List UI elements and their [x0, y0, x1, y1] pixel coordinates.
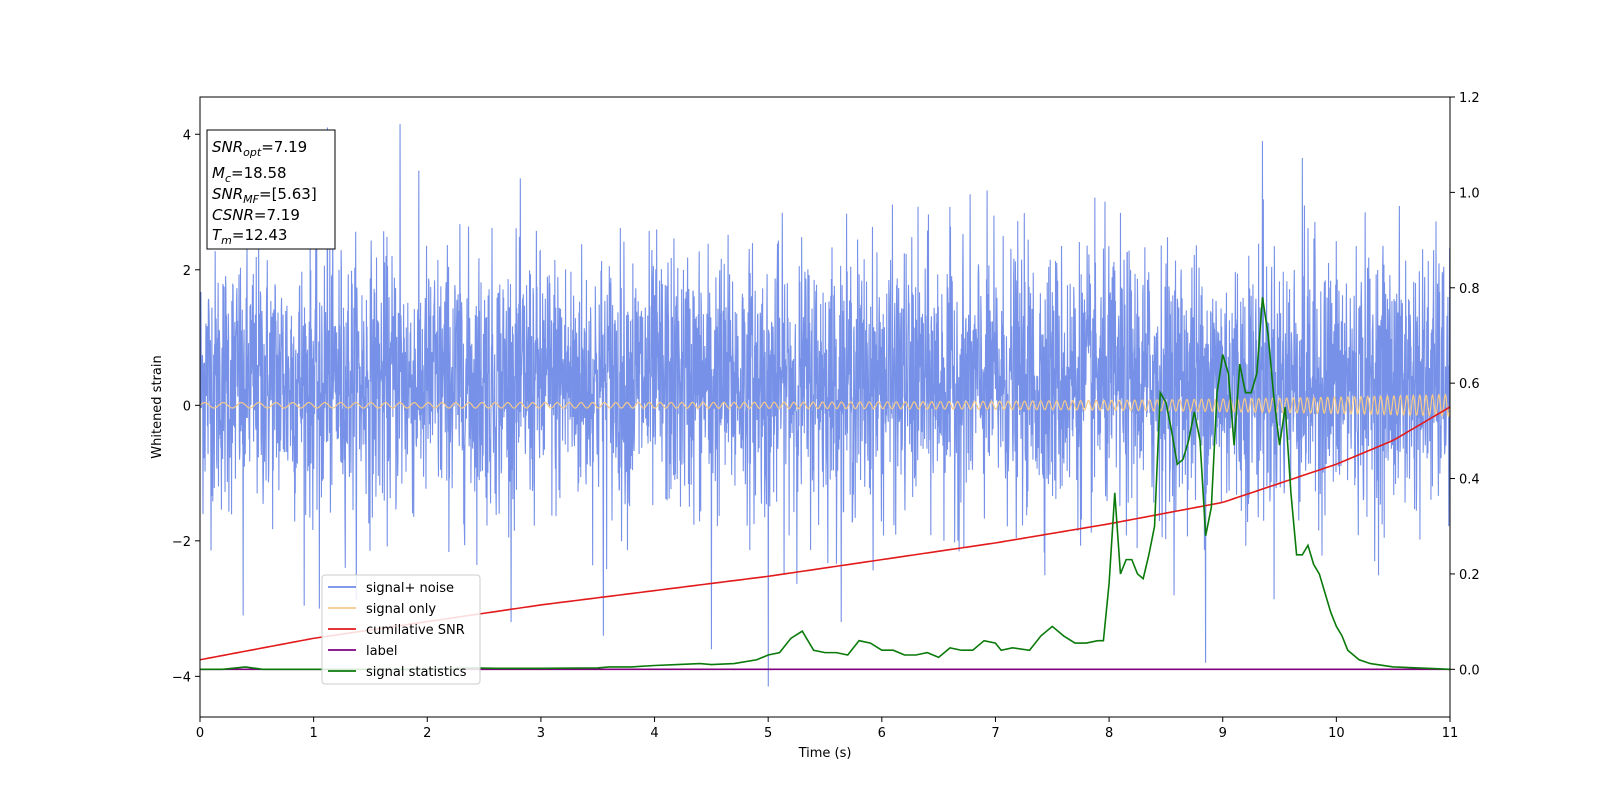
x-tick-label: 5 — [764, 726, 772, 741]
y-tick-label: 2 — [183, 264, 191, 279]
x-tick-label: 9 — [1219, 726, 1227, 741]
legend-entry-label: signal+ noise — [366, 581, 454, 596]
series-signal-statistics — [200, 297, 1450, 671]
x-tick-label: 2 — [423, 726, 431, 741]
y2-tick-label: 1.2 — [1459, 91, 1480, 106]
plot-frame — [199, 96, 1451, 718]
x-tick-label: 7 — [991, 726, 999, 741]
y2-tick-label: 0.4 — [1459, 473, 1480, 488]
y2-tick-label: 0.8 — [1459, 282, 1480, 297]
x-tick-label: 6 — [878, 726, 886, 741]
y-tick-label: −4 — [172, 670, 191, 685]
x-tick-label: 11 — [1442, 726, 1459, 741]
annotation-line: CSNR=7.19 — [212, 206, 300, 224]
legend-entry-label: signal only — [366, 602, 436, 617]
x-axis: 0 1 2 3 4 5 6 7 8 9 10 11 — [196, 717, 1458, 741]
annotation-box: SNRopt=7.19 Mc=18.58SNRMF=[5.63]CSNR=7.19… — [206, 129, 336, 250]
y2-tick-label: 0.2 — [1459, 568, 1480, 583]
y-tick-label: 4 — [183, 128, 191, 143]
series-signal-noise — [200, 124, 1450, 687]
x-tick-label: 4 — [650, 726, 658, 741]
y-tick-label: 0 — [183, 399, 191, 414]
x-tick-label: 3 — [537, 726, 545, 741]
annotation-line: Mc=18.58 — [212, 164, 287, 185]
annotation-frame — [206, 129, 336, 250]
annotation-line: SNRopt=7.19 — [212, 138, 307, 159]
x-tick-label: 10 — [1328, 726, 1345, 741]
x-axis-label: Time (s) — [798, 746, 852, 761]
y-axis-left: 4 2 0 −2 −4 — [172, 128, 200, 685]
y2-tick-label: 1.0 — [1459, 186, 1480, 201]
legend-frame — [321, 574, 481, 685]
y-tick-label: −2 — [172, 535, 191, 550]
legend-entry-label: cumilative SNR — [366, 623, 465, 638]
annotation-line: Tm=12.43 — [212, 226, 287, 247]
y-axis-right: 1.2 1.0 0.8 0.6 0.4 0.2 0.0 — [1450, 91, 1480, 678]
series-signal-only — [200, 393, 1450, 418]
y-axis-label: Whitened strain — [150, 355, 165, 458]
legend-entry-label: signal statistics — [366, 665, 467, 680]
legend: signal+ noise signal only cumilative SNR la… — [321, 574, 481, 685]
x-tick-label: 0 — [196, 726, 204, 741]
x-tick-label: 8 — [1105, 726, 1113, 741]
y2-tick-label: 0.0 — [1459, 663, 1480, 678]
legend-entry-label: label — [366, 644, 397, 659]
x-tick-label: 1 — [309, 726, 317, 741]
y2-tick-label: 0.6 — [1459, 377, 1480, 392]
annotation-line: SNRMF=[5.63] — [212, 185, 317, 206]
